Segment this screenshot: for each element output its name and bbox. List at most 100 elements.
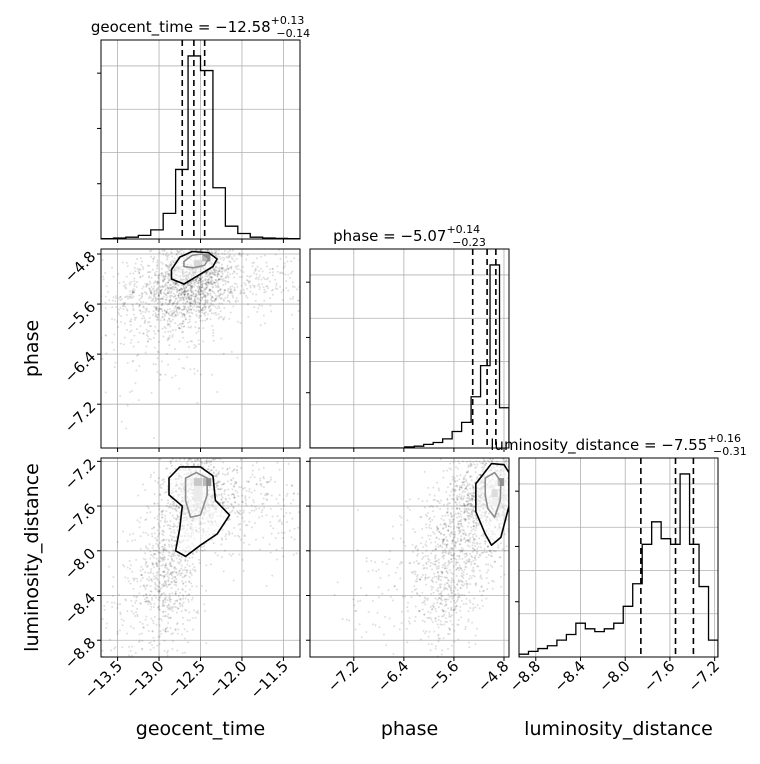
sample-point [145, 302, 147, 304]
sample-point [235, 228, 237, 230]
sample-point [134, 539, 136, 541]
sample-point [126, 610, 128, 612]
sample-point [156, 283, 158, 285]
sample-point [220, 242, 222, 244]
sample-point [207, 453, 209, 455]
sample-point [150, 618, 152, 620]
sample-point [242, 266, 244, 268]
sample-point [232, 258, 234, 260]
sample-point [192, 451, 194, 453]
sample-point [107, 225, 109, 227]
sample-point [298, 310, 300, 312]
sample-point [171, 291, 173, 293]
sample-point [145, 561, 147, 563]
sample-point [141, 318, 143, 320]
sample-point [531, 550, 533, 552]
sample-point [205, 590, 207, 592]
sample-point [217, 291, 219, 293]
sample-point [215, 469, 217, 471]
sample-point [193, 453, 195, 455]
sample-point [522, 514, 524, 516]
sample-point [218, 445, 220, 447]
sample-point [514, 523, 516, 525]
sample-point [215, 312, 217, 314]
sample-point [162, 263, 164, 265]
sample-point [161, 298, 163, 300]
sample-point [109, 639, 111, 641]
sample-point [249, 286, 251, 288]
sample-point [173, 529, 175, 531]
sample-point [213, 253, 215, 255]
sample-point [229, 286, 231, 288]
sample-point [210, 309, 212, 311]
sample-point [314, 263, 316, 265]
sample-point [126, 262, 128, 264]
sample-point [167, 277, 169, 279]
sample-point [333, 290, 335, 292]
sample-point [484, 543, 486, 545]
sample-point [136, 581, 138, 583]
sample-point [466, 485, 468, 487]
sample-point [320, 529, 322, 531]
sample-point [243, 444, 245, 446]
sample-point [251, 492, 253, 494]
sample-point [258, 507, 260, 509]
sample-point [248, 490, 250, 492]
sample-point [196, 551, 198, 553]
sample-point [164, 640, 166, 642]
sample-point [459, 493, 461, 495]
sample-point [140, 580, 142, 582]
sample-point [198, 244, 200, 246]
sample-point [145, 545, 147, 547]
sample-point [271, 575, 273, 577]
sample-point [159, 458, 161, 460]
sample-point [157, 482, 159, 484]
sample-point [133, 346, 135, 348]
sample-point [468, 535, 470, 537]
sample-point [138, 641, 140, 643]
sample-point [216, 308, 218, 310]
sample-point [217, 233, 219, 235]
sample-point [269, 268, 271, 270]
sample-point [274, 481, 276, 483]
sample-point [231, 488, 233, 490]
sample-point [312, 306, 314, 308]
sample-point [118, 297, 120, 299]
sample-point [121, 618, 123, 620]
sample-point [257, 307, 259, 309]
sample-point [247, 280, 249, 282]
sample-point [202, 320, 204, 322]
sample-point [247, 254, 249, 256]
sample-point [212, 335, 214, 337]
sample-point [459, 513, 461, 515]
sample-point [246, 524, 248, 526]
sample-point [153, 310, 155, 312]
sample-point [204, 549, 206, 551]
sample-point [192, 557, 194, 559]
sample-point [463, 484, 465, 486]
sample-point [266, 265, 268, 267]
sample-point [185, 240, 187, 242]
sample-point [307, 517, 309, 519]
sample-point [248, 481, 250, 483]
sample-point [157, 357, 159, 359]
sample-point [195, 242, 197, 244]
sample-point [233, 469, 235, 471]
sample-point [126, 308, 128, 310]
sample-point [166, 468, 168, 470]
sample-point [160, 484, 162, 486]
sample-point [214, 234, 216, 236]
sample-point [175, 584, 177, 586]
sample-point [198, 247, 200, 249]
sample-point [185, 585, 187, 587]
sample-point [223, 493, 225, 495]
sample-point [187, 449, 189, 451]
sample-point [123, 303, 125, 305]
sample-point [259, 274, 261, 276]
sample-point [292, 296, 294, 298]
sample-point [184, 569, 186, 571]
sample-point [225, 244, 227, 246]
sample-point [285, 512, 287, 514]
sample-point [84, 670, 86, 672]
sample-point [193, 286, 195, 288]
